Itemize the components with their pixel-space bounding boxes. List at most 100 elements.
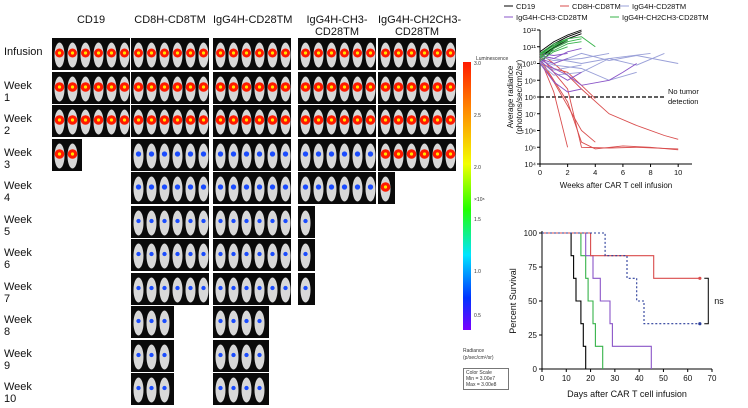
mouse-image <box>215 277 226 302</box>
mouse-image <box>159 176 170 202</box>
imaging-panel <box>213 71 291 104</box>
imaging-panel <box>131 272 209 305</box>
color-scale-max: Max = 3.00e8 <box>466 382 497 388</box>
imaging-panel <box>131 38 209 70</box>
censor-mark <box>698 276 702 280</box>
mouse-image <box>241 277 252 302</box>
mouse-image <box>172 42 183 68</box>
mouse-image <box>393 109 404 135</box>
mouse-image <box>198 176 209 202</box>
mouse-image <box>159 143 170 168</box>
mouse-image <box>80 76 91 101</box>
series-line <box>539 47 582 59</box>
legend-entry: IgG4H-CH2CH3-CD28TM <box>622 13 709 22</box>
series-line <box>539 52 610 62</box>
colorbar-tick: 3.0 <box>474 61 481 67</box>
imaging-panel <box>213 172 291 204</box>
mouse-image <box>254 310 265 336</box>
mouse-image <box>185 143 196 168</box>
mouse-image <box>419 109 430 135</box>
mouse-image <box>339 76 350 101</box>
mouse-image <box>313 143 324 168</box>
mouse-image <box>254 243 265 269</box>
mouse-image <box>172 76 183 101</box>
mouse-image <box>254 42 265 68</box>
mouse-image <box>67 76 78 101</box>
survival-curve <box>542 232 604 369</box>
mouse-image <box>67 109 78 135</box>
mouse-image <box>300 42 311 68</box>
y-tick-label: 10¹⁰ <box>522 60 536 69</box>
mouse-image <box>133 377 144 403</box>
mouse-image <box>380 176 391 202</box>
mouse-image <box>146 143 157 168</box>
mouse-image <box>215 42 226 68</box>
mouse-image <box>133 277 144 302</box>
mouse-image <box>133 109 144 135</box>
mouse-image <box>365 176 376 202</box>
x-tick-label: 6 <box>621 168 625 177</box>
mouse-image <box>280 176 291 202</box>
significance-label: ns <box>714 296 724 306</box>
mouse-image <box>198 143 209 168</box>
mouse-image <box>159 277 170 302</box>
color-scale-min: Min = 3.00e7 <box>466 376 496 382</box>
timepoint-label: Week 9 <box>4 347 32 372</box>
series-line <box>539 58 637 86</box>
mouse-image <box>241 377 252 403</box>
mouse-image <box>159 243 170 269</box>
mouse-image <box>133 143 144 168</box>
mouse-image <box>241 243 252 269</box>
mouse-image <box>67 143 78 168</box>
mouse-image <box>185 76 196 101</box>
mouse-image <box>267 243 278 269</box>
mouse-image <box>228 277 239 302</box>
mouse-image <box>380 143 391 168</box>
group-title: CD8H-CD8TM <box>134 14 206 26</box>
y-tick-label: 25 <box>528 331 537 340</box>
mouse-image <box>267 176 278 202</box>
mouse-image <box>406 109 417 135</box>
mouse-image <box>146 377 157 403</box>
timepoint-label: Week 8 <box>4 314 32 338</box>
mouse-image <box>326 143 337 168</box>
mouse-image <box>185 210 196 235</box>
mouse-image <box>241 109 252 135</box>
y-axis-label: Percent Survival <box>508 268 518 334</box>
mouse-image <box>419 42 430 68</box>
colorbar-unit: (p/sec/cm²/sr) <box>463 355 494 361</box>
color-scale-box: Color Scale Min = 3.00e7 Max = 3.00e8 <box>463 368 509 390</box>
mouse-image <box>313 76 324 101</box>
imaging-panel <box>213 205 291 238</box>
y-tick-label: 10⁸ <box>524 93 536 102</box>
mouse-image <box>172 109 183 135</box>
mouse-image <box>352 42 363 68</box>
mouse-image <box>339 176 350 202</box>
threshold-label: No tumor <box>668 87 699 96</box>
timepoint-label: Infusion <box>4 46 43 58</box>
mouse-image <box>185 176 196 202</box>
mouse-image <box>254 344 265 369</box>
imaging-panel <box>213 105 291 137</box>
mouse-image <box>159 310 170 336</box>
mouse-image <box>267 109 278 135</box>
y-tick-label: 10⁹ <box>524 76 536 85</box>
mouse-image <box>267 42 278 68</box>
mouse-image <box>185 109 196 135</box>
mouse-image <box>172 143 183 168</box>
x-tick-label: 8 <box>648 168 652 177</box>
imaging-panel <box>378 105 456 137</box>
legend-entry: CD19 <box>516 2 535 11</box>
mouse-image <box>280 76 291 101</box>
mouse-image <box>280 42 291 68</box>
mouse-image <box>300 243 311 269</box>
mouse-image <box>106 42 117 68</box>
series-line <box>539 46 568 61</box>
survival-curve <box>542 232 652 369</box>
mouse-image <box>146 210 157 235</box>
mouse-image <box>80 109 91 135</box>
colorbar-exponent: ×10⁸ <box>474 197 485 203</box>
timepoint-label: Week 6 <box>4 247 32 271</box>
timepoint-label: Week 10 <box>4 381 32 405</box>
group-title: IgG4H-CH2CH3- CD28TM <box>378 14 462 38</box>
